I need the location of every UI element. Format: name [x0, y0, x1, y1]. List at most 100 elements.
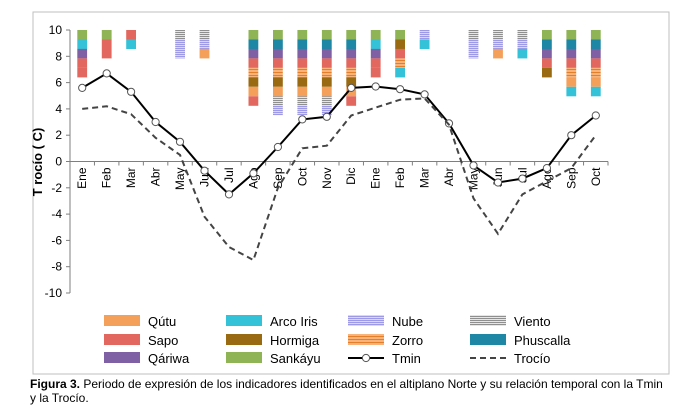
x-tick-label: Nov — [320, 168, 334, 189]
indicator-segment-hormiga — [395, 39, 405, 49]
caption-text: Periodo de expresión de los indicadores … — [30, 377, 663, 405]
indicator-segment-phuscalla — [566, 39, 577, 49]
indicator-segment-q-riwa — [590, 48, 601, 59]
indicator-segment-sapo — [370, 67, 381, 78]
x-tick-label: Sep — [564, 167, 578, 189]
indicator-segment-zorro — [297, 67, 308, 78]
indicator-segment-sank-yu — [590, 30, 601, 40]
indicator-segment-arco-iris — [590, 86, 601, 97]
indicator-segment-q-riwa — [566, 48, 577, 59]
tmin-point — [102, 69, 111, 78]
indicator-segment-viento — [175, 30, 185, 40]
y-tick-label: 2 — [55, 128, 62, 142]
legend-label-viento: Viento — [514, 314, 551, 329]
indicator-segment-nube — [175, 39, 185, 49]
tmin-point — [127, 87, 136, 96]
indicator-segment-hormiga — [542, 67, 552, 78]
legend-label-q-tu: Qútu — [148, 314, 176, 329]
indicator-segment-sank-yu — [395, 30, 405, 40]
indicator-segment-q-riwa — [248, 48, 259, 59]
series-line-tmin — [81, 72, 597, 196]
y-axis-label: T rocío ( C) — [30, 128, 45, 197]
indicator-segment-q-tu — [590, 77, 601, 87]
tmin-point — [78, 83, 87, 93]
indicator-segment-sapo — [248, 96, 259, 106]
tmin-point — [224, 190, 234, 199]
indicator-segment-zorro — [248, 67, 259, 78]
indicator-segment-phuscalla — [297, 39, 308, 49]
indicator-segment-nube — [493, 39, 503, 49]
indicator-segment-sapo — [346, 96, 357, 106]
indicator-segment-phuscalla — [346, 39, 357, 49]
tmin-point — [396, 85, 405, 94]
indicator-segment-q-tu — [248, 86, 259, 97]
indicator-segment-phuscalla — [590, 39, 601, 49]
legend: Qútu Arco Iris Nube Viento Sapo Hormiga Zorro P… — [104, 314, 571, 366]
indicator-segment-sapo — [542, 58, 552, 68]
caption-label: Figura 3. — [30, 377, 81, 391]
indicator-segment-q-tu — [297, 86, 308, 97]
indicator-segment-q-riwa — [321, 48, 332, 59]
indicator-segment-nube — [199, 39, 210, 49]
indicator-segment-viento — [273, 96, 283, 106]
indicator-segment-nube — [419, 30, 430, 40]
indicator-segment-sank-yu — [542, 30, 552, 40]
indicator-segment-sapo — [126, 30, 136, 40]
tmin-point — [347, 83, 356, 93]
x-tick-label: Abr — [442, 168, 456, 187]
indicator-segment-sank-yu — [77, 30, 88, 40]
legend-label-nube: Nube — [392, 314, 423, 329]
indicator-segment-sapo — [101, 39, 112, 49]
x-tick-label: Jul — [222, 168, 236, 183]
legend-label-sapo: Sapo — [148, 333, 178, 348]
indicator-segment-phuscalla — [273, 39, 283, 49]
legend-label-zorro: Zorro — [392, 333, 423, 348]
indicator-segment-viento — [517, 30, 528, 40]
legend-swatch-q-tu — [104, 315, 140, 326]
indicator-segment-sank-yu — [346, 30, 357, 40]
indicator-segment-hormiga — [248, 77, 259, 87]
indicator-segment-arco-iris — [566, 86, 577, 97]
x-tick-label: Oct — [589, 167, 603, 186]
indicator-segment-q-riwa — [77, 48, 88, 59]
tmin-point — [200, 166, 209, 175]
indicator-bars — [77, 30, 601, 116]
indicator-segment-q-riwa — [542, 48, 552, 59]
legend-swatch-arco-iris — [226, 315, 262, 326]
x-tick-label: May — [467, 168, 481, 191]
legend-swatch-sapo — [104, 334, 140, 345]
indicator-segment-zorro — [590, 67, 601, 78]
indicator-segment-viento — [297, 96, 308, 106]
legend-swatch-phuscalla — [470, 334, 506, 345]
tmin-point — [493, 178, 503, 187]
legend-swatch-sank-yu — [226, 352, 262, 363]
indicator-segment-sank-yu — [273, 30, 283, 40]
legend-marker-tmin — [361, 353, 371, 363]
indicator-segment-nube — [468, 39, 479, 49]
y-tick-label: -4 — [51, 207, 62, 221]
y-tick-label: 0 — [55, 155, 62, 169]
x-tick-label: Sep — [271, 167, 285, 189]
tmin-point — [420, 90, 429, 99]
legend-swatch-hormiga — [226, 334, 262, 345]
tmin-point — [273, 142, 282, 152]
indicator-segment-sapo — [77, 58, 88, 68]
indicator-segment-sapo — [346, 58, 357, 68]
indicator-segment-zorro — [395, 58, 405, 68]
indicator-segment-q-tu — [493, 48, 503, 59]
legend-label-troc-o: Trocío — [514, 351, 550, 366]
legend-label-arco-iris: Arco Iris — [270, 314, 318, 329]
x-tick-label: Mar — [418, 168, 432, 189]
indicator-segment-sapo — [395, 48, 405, 59]
indicator-segment-arco-iris — [370, 39, 381, 49]
indicator-segment-arco-iris — [395, 67, 405, 78]
tmin-point — [518, 174, 527, 183]
indicator-segment-q-tu — [566, 77, 577, 87]
indicator-segment-viento — [493, 30, 503, 40]
indicator-segment-nube — [468, 48, 479, 59]
series-line-trocio — [82, 97, 597, 262]
indicator-segment-q-tu — [199, 48, 210, 59]
temperature-lines — [78, 69, 600, 262]
